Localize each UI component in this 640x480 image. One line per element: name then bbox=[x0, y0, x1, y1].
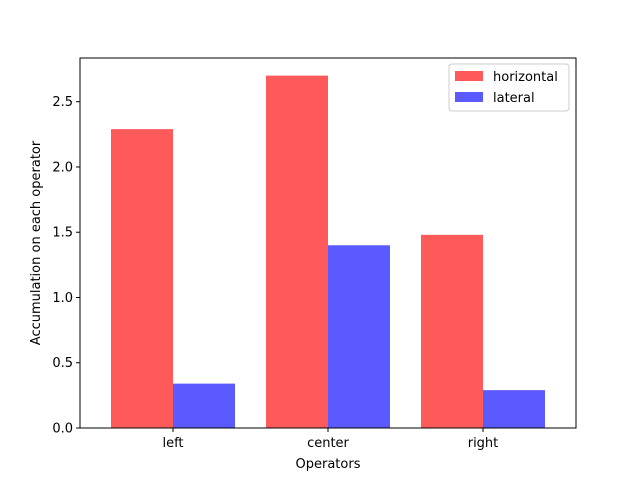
y-tick-label: 0.5 bbox=[52, 356, 73, 371]
y-tick-label: 0.0 bbox=[52, 422, 73, 437]
y-tick-label: 2.0 bbox=[52, 160, 73, 175]
bar-horizontal-center bbox=[266, 75, 328, 428]
bar-lateral-center bbox=[328, 245, 390, 428]
legend: horizontal lateral bbox=[448, 63, 570, 112]
bar-horizontal-left bbox=[111, 129, 173, 428]
x-tick-label-center: center bbox=[307, 436, 349, 451]
y-tick-label: 2.5 bbox=[52, 95, 73, 110]
legend-label-lateral: lateral bbox=[493, 91, 535, 106]
legend-label-horizontal: horizontal bbox=[493, 70, 558, 85]
y-axis-ticks: 0.0 0.5 1.0 1.5 2.0 2.5 bbox=[52, 95, 80, 437]
bar-lateral-right bbox=[483, 390, 545, 428]
bars-group bbox=[111, 75, 545, 428]
legend-swatch-lateral bbox=[455, 92, 483, 102]
x-tick-label-right: right bbox=[468, 436, 499, 451]
legend-swatch-horizontal bbox=[455, 71, 483, 81]
bar-lateral-left bbox=[173, 383, 235, 428]
y-tick-label: 1.0 bbox=[52, 291, 73, 306]
bar-horizontal-right bbox=[421, 234, 483, 428]
y-axis-label: Accumulation on each operator bbox=[29, 140, 44, 345]
y-tick-label: 1.5 bbox=[52, 226, 73, 241]
x-tick-label-left: left bbox=[162, 436, 183, 451]
x-axis-label: Operators bbox=[296, 457, 361, 472]
x-axis-ticks: left center right bbox=[162, 428, 498, 451]
